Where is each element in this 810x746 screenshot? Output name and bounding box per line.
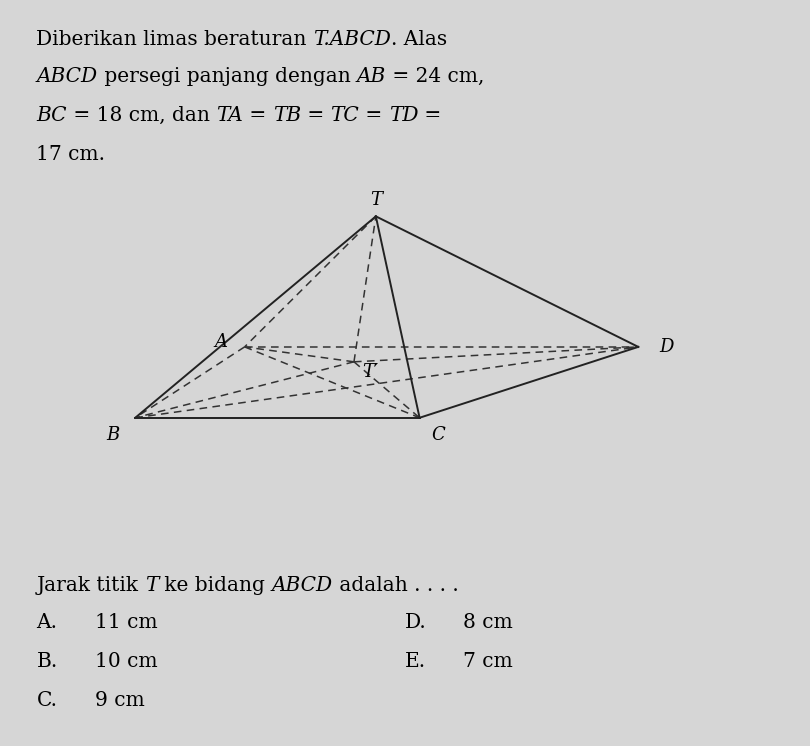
Text: D.: D. bbox=[405, 613, 427, 632]
Text: TB: TB bbox=[273, 106, 301, 125]
Text: persegi panjang dengan: persegi panjang dengan bbox=[97, 67, 356, 86]
Text: =: = bbox=[243, 106, 273, 125]
Text: C.: C. bbox=[36, 691, 58, 709]
Text: ke bidang: ke bidang bbox=[158, 576, 271, 595]
Text: D: D bbox=[659, 338, 673, 356]
Text: AB: AB bbox=[356, 67, 386, 86]
Text: adalah . . . .: adalah . . . . bbox=[333, 576, 458, 595]
Text: E.: E. bbox=[405, 652, 426, 671]
Text: =: = bbox=[359, 106, 389, 125]
Text: T′: T′ bbox=[362, 363, 378, 381]
Text: TD: TD bbox=[389, 106, 418, 125]
Text: TA: TA bbox=[216, 106, 243, 125]
Text: T.ABCD: T.ABCD bbox=[313, 30, 391, 48]
Text: B.: B. bbox=[36, 652, 58, 671]
Text: 7 cm: 7 cm bbox=[463, 652, 513, 671]
Text: T: T bbox=[145, 576, 158, 595]
Text: ABCD: ABCD bbox=[36, 67, 97, 86]
Text: BC: BC bbox=[36, 106, 67, 125]
Text: A.: A. bbox=[36, 613, 58, 632]
Text: Jarak titik: Jarak titik bbox=[36, 576, 145, 595]
Text: =: = bbox=[418, 106, 441, 125]
Text: Diberikan limas beraturan: Diberikan limas beraturan bbox=[36, 30, 313, 48]
Text: C: C bbox=[431, 425, 445, 444]
Text: 11 cm: 11 cm bbox=[95, 613, 157, 632]
Text: T: T bbox=[370, 190, 382, 209]
Text: 10 cm: 10 cm bbox=[95, 652, 157, 671]
Text: 9 cm: 9 cm bbox=[95, 691, 144, 709]
Text: TC: TC bbox=[330, 106, 359, 125]
Text: A: A bbox=[215, 333, 228, 351]
Text: =: = bbox=[301, 106, 330, 125]
Text: = 18 cm, dan: = 18 cm, dan bbox=[67, 106, 216, 125]
Text: . Alas: . Alas bbox=[391, 30, 447, 48]
Text: 8 cm: 8 cm bbox=[463, 613, 513, 632]
Text: ABCD: ABCD bbox=[271, 576, 333, 595]
Text: = 24 cm,: = 24 cm, bbox=[386, 67, 484, 86]
Text: 17 cm.: 17 cm. bbox=[36, 145, 105, 163]
Text: B: B bbox=[107, 425, 120, 444]
